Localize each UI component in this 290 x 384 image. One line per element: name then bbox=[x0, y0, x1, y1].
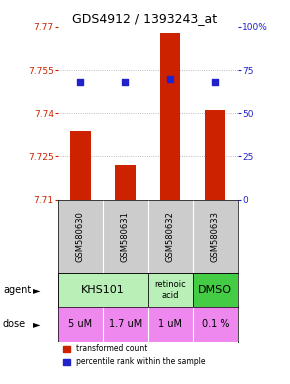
Text: 1.7 uM: 1.7 uM bbox=[109, 319, 142, 329]
Text: dose: dose bbox=[3, 319, 26, 329]
Legend: transformed count, percentile rank within the sample: transformed count, percentile rank withi… bbox=[62, 344, 206, 367]
Text: retinoic
acid: retinoic acid bbox=[155, 280, 186, 300]
Text: 1 uM: 1 uM bbox=[158, 319, 182, 329]
Text: 5 uM: 5 uM bbox=[68, 319, 93, 329]
Text: agent: agent bbox=[3, 285, 31, 295]
Text: ►: ► bbox=[33, 319, 41, 329]
Bar bbox=[160, 33, 180, 200]
Point bbox=[123, 79, 128, 85]
Text: GSM580631: GSM580631 bbox=[121, 211, 130, 262]
Bar bbox=[148, 273, 193, 307]
Bar bbox=[205, 111, 225, 200]
Point bbox=[213, 79, 218, 85]
Point bbox=[168, 76, 173, 82]
Text: 0.1 %: 0.1 % bbox=[202, 319, 229, 329]
Text: GDS4912 / 1393243_at: GDS4912 / 1393243_at bbox=[72, 12, 218, 25]
Bar bbox=[58, 273, 148, 307]
Text: GSM580630: GSM580630 bbox=[76, 211, 85, 262]
Bar bbox=[115, 165, 135, 200]
Text: DMSO: DMSO bbox=[198, 285, 232, 295]
Text: GSM580632: GSM580632 bbox=[166, 211, 175, 262]
Point bbox=[78, 79, 83, 85]
Bar bbox=[193, 273, 238, 307]
Bar bbox=[70, 131, 90, 200]
Text: KHS101: KHS101 bbox=[81, 285, 125, 295]
Text: GSM580633: GSM580633 bbox=[211, 211, 220, 262]
Text: ►: ► bbox=[33, 285, 41, 295]
